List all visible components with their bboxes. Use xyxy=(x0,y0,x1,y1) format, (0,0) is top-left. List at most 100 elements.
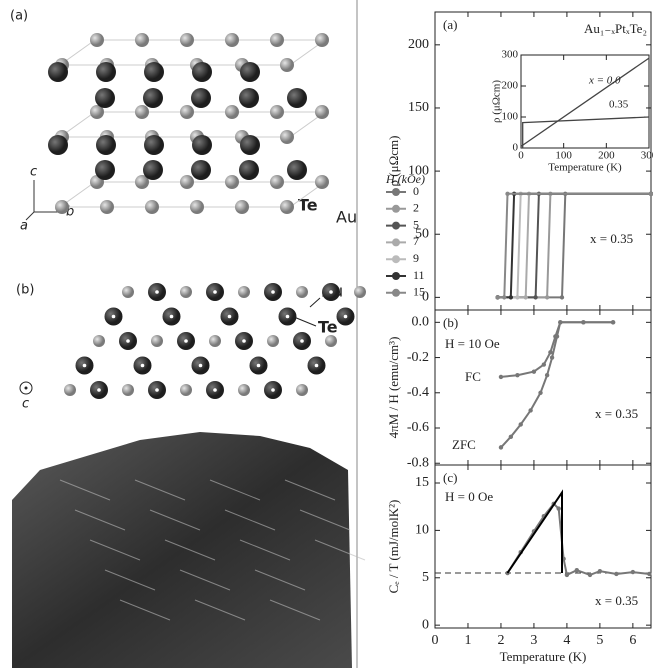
te-dot xyxy=(141,364,145,368)
y-tick-label: 0 xyxy=(422,617,429,632)
te-dot xyxy=(184,339,188,343)
au-atom xyxy=(235,200,249,214)
au-atom xyxy=(315,33,329,47)
au-atom xyxy=(122,384,134,396)
y-tick-label: 15 xyxy=(415,475,429,490)
te-dot xyxy=(271,290,275,294)
data-point xyxy=(588,573,592,577)
y-axis-label: ρ (μΩcm) xyxy=(491,80,503,123)
legend-marker xyxy=(392,205,400,213)
x-tick-label: 0 xyxy=(432,633,439,648)
au-atom xyxy=(209,335,221,347)
te-dot xyxy=(170,315,174,319)
x-tick-label: 2 xyxy=(497,633,504,648)
te-dot xyxy=(271,388,275,392)
x-tick-label: 100 xyxy=(555,150,572,162)
au-atom xyxy=(93,335,105,347)
au-atom xyxy=(296,384,308,396)
te-atom xyxy=(48,135,68,155)
data-point xyxy=(515,373,519,377)
au-atom xyxy=(238,384,250,396)
au-atom xyxy=(225,105,239,119)
data-point xyxy=(560,295,564,299)
x-tick-label: 1 xyxy=(464,633,471,648)
au-atom xyxy=(180,175,194,189)
te-dot xyxy=(213,388,217,392)
figure: (a) Te Au c a b (b) Au Te c 050100150200… xyxy=(0,0,653,668)
annotation: x = 0.35 xyxy=(590,231,633,246)
te-dot xyxy=(329,290,333,294)
panel-label: (a) xyxy=(10,9,28,24)
au-atom xyxy=(151,335,163,347)
pointer xyxy=(294,317,316,326)
te-atom xyxy=(95,160,115,180)
te-dot xyxy=(315,364,319,368)
te-atom xyxy=(95,88,115,108)
te-atom xyxy=(144,62,164,82)
panel-label: (b) xyxy=(443,315,458,330)
te-atom xyxy=(96,135,116,155)
te-atom xyxy=(191,160,211,180)
data-point xyxy=(505,192,509,196)
data-point xyxy=(495,295,499,299)
legend-marker xyxy=(392,238,400,246)
te-label: Te xyxy=(318,318,338,337)
legend-label: 15 xyxy=(413,285,425,299)
au-atom xyxy=(145,200,159,214)
data-point xyxy=(532,369,536,373)
au-atom xyxy=(267,335,279,347)
au-atom xyxy=(100,200,114,214)
legend-marker xyxy=(392,255,400,263)
x-tick-label: 200 xyxy=(598,150,615,162)
te-dot xyxy=(126,339,130,343)
au-atom xyxy=(270,33,284,47)
te-atom xyxy=(96,62,116,82)
series-line xyxy=(508,504,650,575)
series-label: 0.35 xyxy=(609,99,629,111)
legend-marker xyxy=(392,272,400,280)
te-label: Te xyxy=(298,196,318,215)
au-atom xyxy=(180,384,192,396)
pointer xyxy=(310,298,320,307)
axis-label: c xyxy=(30,165,37,180)
legend-marker xyxy=(392,222,400,230)
data-point xyxy=(611,320,615,324)
te-atom xyxy=(144,135,164,155)
y-tick-label: -0.6 xyxy=(407,420,429,435)
te-atom xyxy=(143,88,163,108)
data-point xyxy=(545,373,549,377)
te-dot xyxy=(344,315,348,319)
data-point xyxy=(502,295,506,299)
au-atom xyxy=(280,200,294,214)
te-atom xyxy=(287,160,307,180)
te-dot xyxy=(300,339,304,343)
x-tick-label: 3 xyxy=(530,633,537,648)
data-point xyxy=(555,334,559,338)
te-dot xyxy=(155,388,159,392)
te-dot xyxy=(155,290,159,294)
y-tick-label: 0.0 xyxy=(412,315,430,330)
legend-label: 11 xyxy=(413,268,425,282)
te-atom xyxy=(287,88,307,108)
au-atom xyxy=(315,105,329,119)
au-atom xyxy=(135,33,149,47)
legend-label: 5 xyxy=(413,217,419,231)
te-atom xyxy=(143,160,163,180)
au-atom xyxy=(280,130,294,144)
te-atom xyxy=(239,160,259,180)
te-atom xyxy=(240,135,260,155)
data-point xyxy=(545,295,549,299)
au-atom xyxy=(315,175,329,189)
formula: Au₁₋ₓPtₓTe₂ xyxy=(584,21,647,36)
te-dot xyxy=(97,388,101,392)
au-atom xyxy=(64,384,76,396)
au-atom xyxy=(55,200,69,214)
au-atom xyxy=(180,105,194,119)
legend-label: 7 xyxy=(413,234,419,248)
data-point xyxy=(509,435,513,439)
annotation: ZFC xyxy=(452,437,476,452)
data-point xyxy=(515,295,519,299)
x-tick-label: 0 xyxy=(518,150,524,162)
data-point xyxy=(558,320,562,324)
te-dot xyxy=(112,315,116,319)
